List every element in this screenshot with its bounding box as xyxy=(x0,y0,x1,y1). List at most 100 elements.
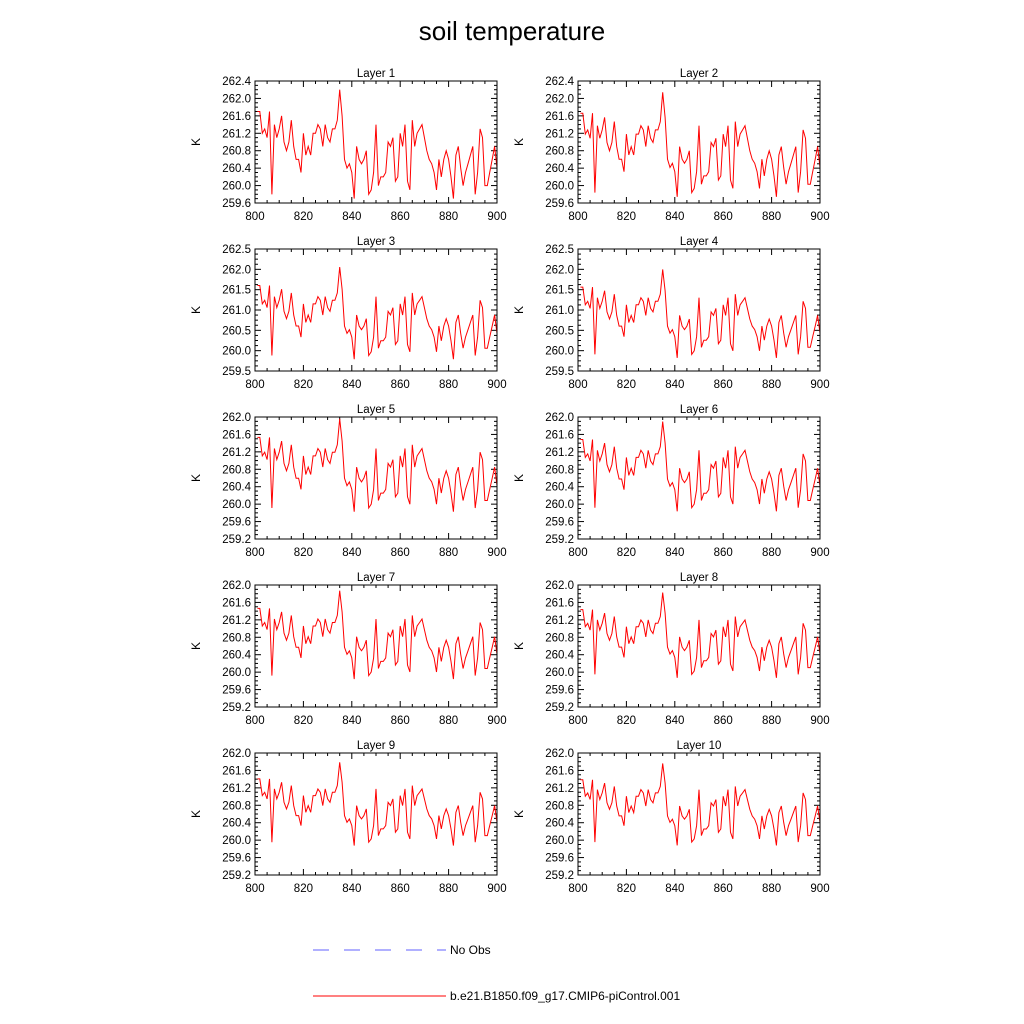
y-tick-label-layer-7: 260.4 xyxy=(222,650,251,662)
y-tick-label-layer-7: 261.6 xyxy=(222,597,251,609)
plot-frame-layer-3 xyxy=(254,248,498,372)
panel-layer-9: Layer 9 K 262.0 261.6 261.2 260.8 260.4 260.0 25… xyxy=(189,740,507,895)
x-tick-label-layer-7: 800 xyxy=(245,715,264,727)
y-tick-label-layer-7: 260.0 xyxy=(222,667,251,679)
y-tick-label-layer-2: 262.0 xyxy=(545,93,574,105)
y-tick-label-layer-9: 260.8 xyxy=(222,800,251,812)
y-tick-label-layer-4: 260.5 xyxy=(545,325,574,337)
y-axis-label-layer-6: K xyxy=(512,474,526,482)
x-tick-label-layer-8: 820 xyxy=(617,715,636,727)
plot-frame-layer-9 xyxy=(254,752,498,876)
panel-layer-10: Layer 10 K 262.0 261.6 261.2 260.8 260.4 260.0 2… xyxy=(512,740,830,895)
x-tick-label-layer-9: 840 xyxy=(342,883,361,895)
y-tick-label-layer-3: 262.5 xyxy=(222,244,251,256)
x-tick-label-layer-1: 840 xyxy=(342,211,361,223)
series-line-layer-6 xyxy=(580,421,821,512)
panel-title-layer-9: Layer 9 xyxy=(357,740,395,752)
x-tick-label-layer-3: 840 xyxy=(342,379,361,391)
y-tick-label-layer-4: 261.5 xyxy=(545,285,574,297)
y-tick-label-layer-10: 260.0 xyxy=(545,835,574,847)
x-tick-label-layer-10: 900 xyxy=(810,883,829,895)
x-tick-label-layer-3: 800 xyxy=(245,379,264,391)
y-tick-label-layer-4: 260.0 xyxy=(545,346,574,358)
y-tick-label-layer-10: 261.6 xyxy=(545,765,574,777)
panel-layer-4: Layer 4 K 262.5 262.0 261.5 261.0 260.5 260.0 25… xyxy=(512,236,830,391)
y-tick-label-layer-1: 260.0 xyxy=(222,181,251,193)
series-line-layer-3 xyxy=(257,267,498,360)
y-tick-label-layer-6: 261.2 xyxy=(545,447,574,459)
x-tick-label-layer-5: 880 xyxy=(439,547,458,559)
plot-frame-layer-2 xyxy=(577,80,821,204)
x-tick-label-layer-9: 880 xyxy=(439,883,458,895)
x-tick-label-layer-10: 880 xyxy=(762,883,781,895)
y-tick-label-layer-7: 259.6 xyxy=(222,685,251,697)
y-tick-label-layer-6: 262.0 xyxy=(545,412,574,424)
series-line-layer-5 xyxy=(257,418,498,512)
x-tick-label-layer-7: 860 xyxy=(391,715,410,727)
panel-layer-5: Layer 5 K 262.0 261.6 261.2 260.8 260.4 260.0 25… xyxy=(189,404,507,559)
panel-layer-6: Layer 6 K 262.0 261.6 261.2 260.8 260.4 260.0 25… xyxy=(512,404,830,559)
x-tick-label-layer-4: 800 xyxy=(568,379,587,391)
y-tick-label-layer-2: 260.8 xyxy=(545,146,574,158)
y-tick-label-layer-4: 262.0 xyxy=(545,264,574,276)
y-tick-label-layer-9: 261.6 xyxy=(222,765,251,777)
panel-layer-7: Layer 7 K 262.0 261.6 261.2 260.8 260.4 260.0 25… xyxy=(189,572,507,727)
y-tick-label-layer-1: 260.8 xyxy=(222,146,251,158)
x-tick-label-layer-8: 880 xyxy=(762,715,781,727)
x-tick-label-layer-2: 880 xyxy=(762,211,781,223)
x-tick-label-layer-7: 900 xyxy=(487,715,506,727)
y-tick-label-layer-3: 259.5 xyxy=(222,366,251,378)
x-tick-label-layer-8: 900 xyxy=(810,715,829,727)
x-tick-label-layer-5: 820 xyxy=(294,547,313,559)
y-tick-label-layer-3: 260.5 xyxy=(222,325,251,337)
y-tick-label-layer-6: 260.8 xyxy=(545,464,574,476)
y-tick-label-layer-4: 262.5 xyxy=(545,244,574,256)
panel-layer-3: Layer 3 K 262.5 262.0 261.5 261.0 260.5 260.0 25… xyxy=(189,236,507,391)
y-tick-label-layer-2: 260.0 xyxy=(545,181,574,193)
series-line-layer-4 xyxy=(580,269,821,358)
x-tick-label-layer-7: 880 xyxy=(439,715,458,727)
y-tick-label-layer-10: 260.8 xyxy=(545,800,574,812)
figure-title: soil temperature xyxy=(419,16,605,46)
y-axis-label-layer-10: K xyxy=(512,810,526,818)
x-tick-label-layer-7: 820 xyxy=(294,715,313,727)
plot-frame-layer-1 xyxy=(254,80,498,204)
y-tick-label-layer-8: 262.0 xyxy=(545,580,574,592)
plot-frame-layer-7 xyxy=(254,584,498,708)
y-tick-label-layer-3: 260.0 xyxy=(222,346,251,358)
legend-label-model: b.e21.B1850.f09_g17.CMIP6-piControl.001 xyxy=(450,989,680,1003)
y-tick-label-layer-1: 262.0 xyxy=(222,93,251,105)
panel-layer-1: Layer 1 K 262.4 262.0 261.6 261.2 260.8 260.4 26… xyxy=(189,68,507,223)
y-axis-label-layer-1: K xyxy=(189,138,203,146)
plot-frame-layer-5 xyxy=(254,416,498,540)
y-tick-label-layer-5: 259.6 xyxy=(222,517,251,529)
panel-title-layer-3: Layer 3 xyxy=(357,236,395,248)
series-line-layer-10 xyxy=(580,763,821,846)
y-tick-label-layer-1: 261.6 xyxy=(222,111,251,123)
y-tick-label-layer-6: 261.6 xyxy=(545,429,574,441)
legend-label-no-obs: No Obs xyxy=(450,943,491,957)
y-tick-label-layer-1: 259.6 xyxy=(222,198,251,210)
y-tick-label-layer-8: 259.2 xyxy=(545,702,574,714)
x-tick-label-layer-8: 840 xyxy=(665,715,684,727)
x-tick-label-layer-9: 820 xyxy=(294,883,313,895)
legend: No Obs b.e21.B1850.f09_g17.CMIP6-piContr… xyxy=(313,943,680,1003)
y-tick-label-layer-9: 260.0 xyxy=(222,835,251,847)
x-tick-label-layer-9: 900 xyxy=(487,883,506,895)
panel-title-layer-7: Layer 7 xyxy=(357,572,395,584)
x-tick-label-layer-2: 900 xyxy=(810,211,829,223)
x-tick-label-layer-6: 900 xyxy=(810,547,829,559)
x-tick-label-layer-6: 800 xyxy=(568,547,587,559)
x-tick-label-layer-3: 860 xyxy=(391,379,410,391)
x-tick-label-layer-6: 880 xyxy=(762,547,781,559)
y-tick-label-layer-6: 260.0 xyxy=(545,499,574,511)
panel-title-layer-1: Layer 1 xyxy=(357,68,395,80)
y-tick-label-layer-4: 261.0 xyxy=(545,305,574,317)
x-tick-label-layer-3: 880 xyxy=(439,379,458,391)
x-tick-label-layer-2: 820 xyxy=(617,211,636,223)
panel-title-layer-8: Layer 8 xyxy=(680,572,718,584)
y-tick-label-layer-6: 259.2 xyxy=(545,534,574,546)
y-axis-label-layer-9: K xyxy=(189,810,203,818)
y-tick-label-layer-1: 262.4 xyxy=(222,76,251,88)
x-tick-label-layer-1: 820 xyxy=(294,211,313,223)
